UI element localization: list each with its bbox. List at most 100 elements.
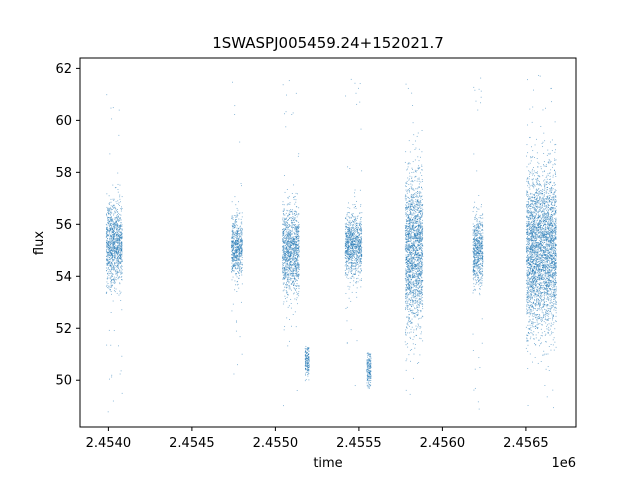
data-point xyxy=(235,232,237,234)
data-point xyxy=(284,228,286,230)
data-point xyxy=(238,258,240,260)
data-point xyxy=(308,362,310,364)
data-point xyxy=(109,218,111,219)
data-point xyxy=(286,189,288,190)
data-point xyxy=(415,289,417,291)
data-point xyxy=(370,356,372,358)
data-point xyxy=(351,234,353,236)
data-point xyxy=(294,241,296,243)
data-point xyxy=(308,350,310,352)
data-point xyxy=(297,230,299,232)
data-point xyxy=(109,235,111,237)
data-point xyxy=(367,352,369,354)
data-point xyxy=(359,243,361,245)
data-point xyxy=(358,233,360,235)
data-point xyxy=(418,276,419,278)
data-point xyxy=(237,245,239,247)
data-point xyxy=(351,291,353,293)
data-point xyxy=(287,210,289,212)
data-point xyxy=(351,259,353,261)
data-point xyxy=(107,237,108,239)
data-point xyxy=(111,231,113,233)
data-point xyxy=(347,252,349,254)
data-point xyxy=(411,232,412,234)
data-point xyxy=(412,193,414,195)
data-point xyxy=(307,371,309,373)
data-point xyxy=(407,220,409,222)
data-point xyxy=(117,231,119,233)
data-point xyxy=(294,233,296,235)
data-point xyxy=(346,214,348,215)
data-point xyxy=(119,235,121,237)
data-point xyxy=(298,263,300,265)
data-point xyxy=(296,265,298,267)
data-point xyxy=(360,265,362,267)
data-point xyxy=(236,247,238,249)
data-point xyxy=(233,264,234,266)
data-point xyxy=(412,227,414,229)
data-point xyxy=(417,256,418,258)
data-point xyxy=(112,273,114,275)
data-point xyxy=(368,364,370,366)
data-point xyxy=(294,249,296,251)
data-point xyxy=(115,187,117,188)
data-point xyxy=(360,223,362,225)
data-point xyxy=(359,212,361,214)
data-point xyxy=(355,92,357,94)
data-point xyxy=(411,252,413,253)
data-point xyxy=(360,246,362,248)
data-points xyxy=(105,74,557,413)
data-point xyxy=(354,233,356,235)
data-point xyxy=(305,356,307,358)
data-point xyxy=(120,249,122,251)
data-point xyxy=(292,249,294,251)
data-point xyxy=(109,227,111,229)
data-point xyxy=(298,256,300,258)
data-point xyxy=(117,219,119,221)
data-point xyxy=(107,234,109,236)
data-point xyxy=(368,372,370,374)
data-point xyxy=(110,271,112,273)
data-point xyxy=(293,248,295,250)
data-point xyxy=(347,230,349,232)
data-point xyxy=(284,269,286,271)
data-point xyxy=(119,198,121,200)
data-point xyxy=(239,248,240,250)
data-point xyxy=(421,179,423,180)
data-point xyxy=(110,235,111,237)
data-point xyxy=(238,259,240,261)
data-point xyxy=(106,227,108,229)
data-point xyxy=(286,263,288,265)
data-point xyxy=(368,381,370,383)
data-point xyxy=(283,251,285,253)
data-point xyxy=(360,241,362,243)
data-point xyxy=(233,373,235,375)
data-point xyxy=(411,265,412,267)
data-point xyxy=(366,369,368,371)
data-point xyxy=(354,205,356,207)
data-point xyxy=(354,252,355,254)
data-point xyxy=(356,230,358,232)
data-point xyxy=(295,268,297,270)
data-point xyxy=(406,297,408,298)
data-point xyxy=(283,204,285,206)
data-point xyxy=(357,262,358,264)
data-point xyxy=(109,153,111,155)
data-point xyxy=(415,314,417,316)
data-point xyxy=(293,245,294,247)
data-point xyxy=(287,235,289,237)
data-point xyxy=(410,238,411,240)
data-point xyxy=(234,244,236,246)
data-point xyxy=(414,201,416,203)
data-point xyxy=(119,226,121,228)
data-point xyxy=(307,363,309,364)
data-point xyxy=(119,224,120,226)
data-point xyxy=(236,213,238,215)
data-point xyxy=(118,241,120,243)
data-point xyxy=(114,223,116,225)
data-point xyxy=(110,258,111,260)
data-point xyxy=(111,212,113,214)
data-point xyxy=(351,233,353,235)
data-point xyxy=(114,217,116,219)
data-point xyxy=(235,262,237,264)
